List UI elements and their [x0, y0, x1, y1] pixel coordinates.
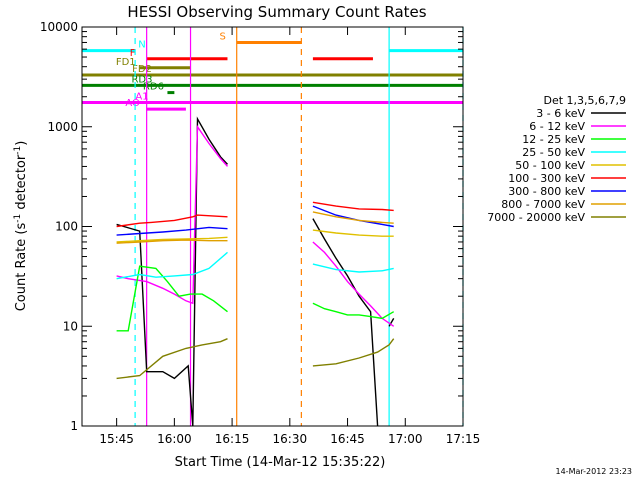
series-line-3-6-kev-2: [312, 218, 379, 427]
series-line-800-7000-kev-2: [312, 211, 394, 224]
series-lines: [116, 116, 395, 427]
y-tick-label-100: 100: [55, 220, 78, 234]
legend-label-6-12-kev: 6 - 12 keV: [529, 120, 585, 133]
flag-label-n: N: [138, 40, 145, 51]
x-axis-label: Start Time (14-Mar-12 15:35:22): [175, 455, 386, 470]
series-line-100-300-kev-2: [312, 201, 394, 212]
y-tick-label-1000: 1000: [47, 120, 78, 134]
legend-label-800-7000-kev: 800 - 7000 keV: [501, 198, 585, 211]
series-line-12-25-kev-1: [116, 265, 228, 332]
legend-label-3-6-kev: 3 - 6 keV: [536, 107, 585, 120]
flag-label-a1: A1: [135, 92, 148, 103]
legend-label-7000-20000-kev: 7000 - 20000 keV: [487, 211, 585, 224]
flag-label-s: S: [220, 31, 226, 42]
legend-label-50-100-kev: 50 - 100 keV: [515, 159, 585, 172]
series-line-6-12-kev-1: [116, 124, 229, 305]
x-tick-label-17-00: 17:00: [388, 432, 423, 446]
series-line-12-25-kev-2: [312, 302, 395, 320]
legend-label-12-25-kev: 12 - 25 keV: [522, 133, 585, 146]
y-tick-label-1: 1: [70, 419, 78, 433]
y-tick-label-10: 10: [63, 319, 78, 333]
legend-label-100-300-kev: 100 - 300 keV: [508, 172, 585, 185]
y-axis-label-main: Count Rate (s: [14, 223, 29, 312]
y-axis-label-end: ): [14, 141, 29, 146]
series-line-100-300-kev-1: [116, 214, 228, 228]
y-tick-label-10000: 10000: [40, 20, 78, 34]
flag-label-rd3: RD3: [131, 74, 152, 85]
series-line-25-50-kev-2: [312, 263, 394, 273]
legend-title: Det 1,3,5,6,7,9: [543, 94, 626, 107]
series-line-7000-20000-kev-2: [312, 338, 395, 367]
legend-label-25-50-kev: 25 - 50 keV: [522, 146, 585, 159]
x-axis: 15:45 16:00 16:15 16:30 16:45 17:00 17:15: [99, 27, 480, 446]
x-tick-label-16-15: 16:15: [215, 432, 250, 446]
x-tick-label-16-00: 16:00: [157, 432, 192, 446]
series-line-800-7000-kev-1: [116, 239, 228, 244]
y-axis-label-sup2: -1: [13, 146, 23, 155]
series-line-6-12-kev-2: [312, 241, 395, 327]
flag-label-rd6: RD6: [143, 82, 164, 93]
x-tick-label-16-30: 16:30: [273, 432, 308, 446]
flag-label-fd1: FD1: [116, 57, 136, 68]
series-line-3-6-kev-3: [388, 318, 395, 327]
series-line-50-100-kev-1: [116, 236, 228, 243]
timestamp: 14-Mar-2012 23:23: [556, 467, 633, 476]
series-line-3-6-kev-1: [116, 116, 229, 427]
legend-label-300-800-kev: 300 - 800 keV: [508, 185, 585, 198]
flag-label-ao: AO: [125, 98, 140, 109]
flag-label-fd2: FD2: [132, 64, 152, 75]
y-axis-label-sup1: -1: [13, 214, 23, 223]
series-line-300-800-kev-1: [116, 226, 228, 236]
y-axis-label-mid: detector: [14, 154, 29, 214]
y-axis-label: Count Rate (s-1 detector-1): [13, 141, 29, 312]
series-line-50-100-kev-2: [312, 229, 394, 237]
series-line-7000-20000-kev-1: [116, 338, 228, 380]
chart-title: HESSI Observing Summary Count Rates: [127, 3, 426, 21]
flag-label-f: F: [130, 48, 136, 59]
series-line-25-50-kev-1: [116, 251, 228, 280]
x-tick-label-16-45: 16:45: [330, 432, 365, 446]
x-tick-label-15-45: 15:45: [99, 432, 134, 446]
x-tick-label-17-15: 17:15: [446, 432, 481, 446]
y-axis: 1 10 100 1000 10000: [40, 20, 463, 433]
